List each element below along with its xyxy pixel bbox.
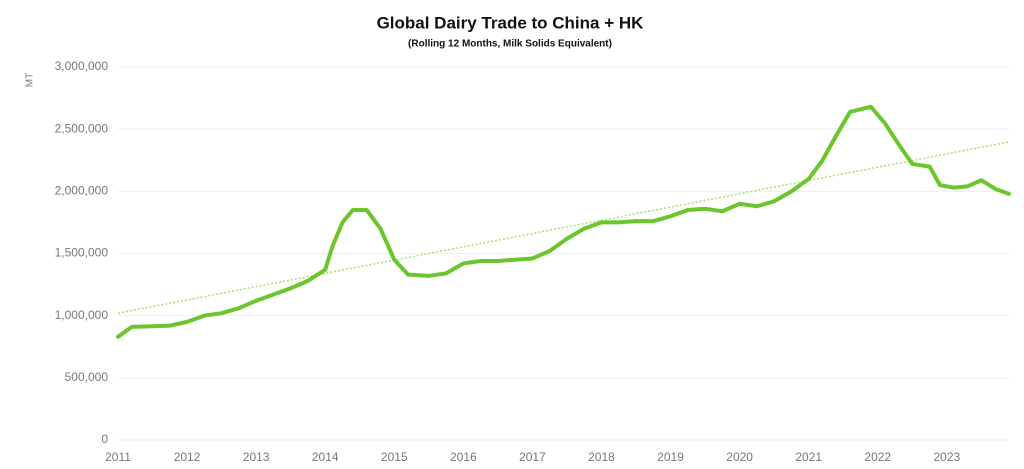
y-axis-label: MT xyxy=(25,73,36,87)
trend-line xyxy=(117,141,1010,314)
y-tick-label: 1,500,000 xyxy=(55,246,109,260)
x-tick-label: 2020 xyxy=(726,450,753,464)
y-tick-label: 1,000,000 xyxy=(55,308,109,322)
x-tick-label: 2015 xyxy=(381,450,408,464)
x-tick-label: 2023 xyxy=(933,450,960,464)
x-tick-label: 2016 xyxy=(450,450,477,464)
x-tick-label: 2011 xyxy=(105,450,131,464)
chart-subtitle: (Rolling 12 Months, Milk Solids Equivale… xyxy=(408,39,612,50)
x-tick-label: 2018 xyxy=(588,450,615,464)
data-line xyxy=(116,104,1011,339)
x-tick-label: 2019 xyxy=(657,450,684,464)
x-tick-label: 2013 xyxy=(243,450,270,464)
x-tick-label: 2014 xyxy=(312,450,339,464)
y-tick-label: 0 xyxy=(101,432,108,446)
chart-title: Global Dairy Trade to China + HK xyxy=(377,13,645,32)
y-tick-label: 2,000,000 xyxy=(55,184,109,198)
y-tick-label: 3,000,000 xyxy=(55,59,109,73)
x-tick-label: 2021 xyxy=(795,450,822,464)
x-tick-label: 2017 xyxy=(519,450,546,464)
x-tick-label: 2012 xyxy=(174,450,201,464)
y-tick-label: 500,000 xyxy=(65,370,109,384)
x-tick-label: 2022 xyxy=(864,450,891,464)
y-tick-label: 2,500,000 xyxy=(55,121,109,135)
